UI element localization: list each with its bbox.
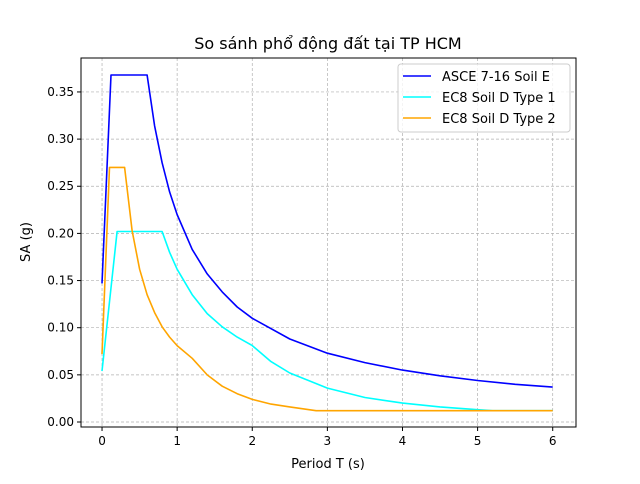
y-tick-label: 0.20 [47,226,74,240]
y-tick-label: 0.15 [47,274,74,288]
x-tick-label: 6 [549,434,557,448]
x-tick-label: 5 [474,434,482,448]
y-tick-label: 0.25 [47,179,74,193]
legend-label: EC8 Soil D Type 1 [442,91,556,106]
y-tick-label: 0.35 [47,85,74,99]
y-tick-label: 0.05 [47,368,74,382]
plot-frame [80,57,577,428]
ticks: 0 1 2 3 4 5 6 0.00 0.05 0.10 0.15 0.20 0.25 0.30 0.35 [47,85,556,448]
y-tick-label: 0.10 [47,321,74,335]
y-axis-label: SA (g) [19,222,34,262]
series-line-2 [101,166,553,412]
series-line-0 [101,74,553,388]
x-tick-label: 0 [98,434,106,448]
series-lines [101,74,553,412]
y-tick-label: 0.30 [47,132,74,146]
legend-label: EC8 Soil D Type 2 [442,112,556,127]
x-axis-label: Period T (s) [291,457,365,472]
chart-title: So sánh phổ động đất tại TP HCM [194,34,461,53]
x-tick-label: 1 [173,434,181,448]
x-tick-label: 4 [399,434,407,448]
legend-label: ASCE 7-16 Soil E [442,70,550,85]
y-tick-label: 0.00 [47,415,74,429]
legend: ASCE 7-16 Soil E EC8 Soil D Type 1 EC8 Soi… [397,63,571,133]
series-line-1 [101,230,553,412]
legend-box [397,63,571,133]
x-tick-label: 3 [324,434,332,448]
x-tick-label: 2 [248,434,256,448]
